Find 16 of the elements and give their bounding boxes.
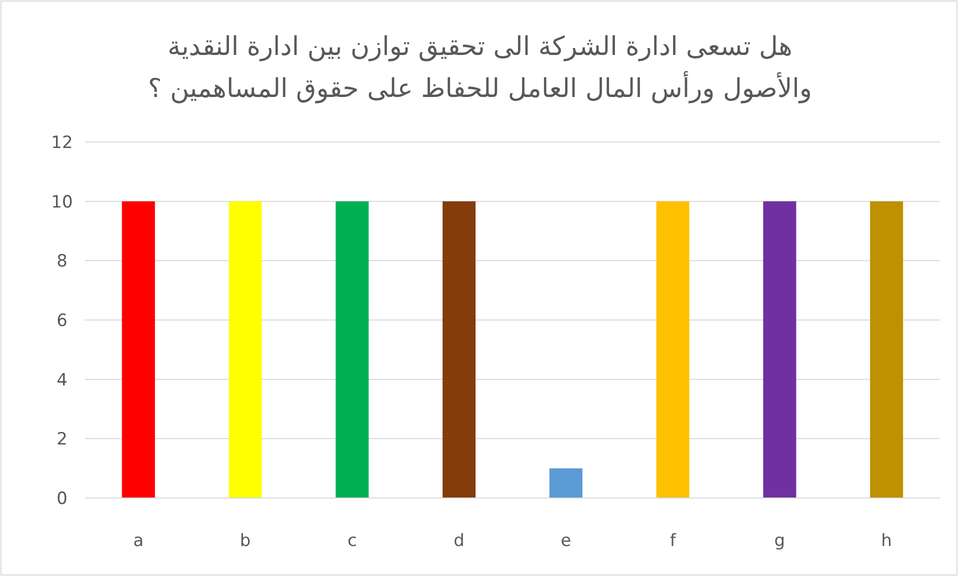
chart-title: هل تسعى ادارة الشركة الى تحقيق توازن بين ادارة النقدية والأصول ورأس المال العامل للحفاظ على حقوق المساهمين ؟ (148, 32, 812, 104)
y-tick-label: 4 (56, 370, 68, 390)
y-tick-label: 10 (51, 192, 73, 212)
y-tick-label: 0 (56, 489, 68, 509)
x-tick-label: b (240, 531, 251, 551)
x-tick-label: e (560, 531, 572, 551)
x-tick-label: d (454, 531, 464, 551)
x-tick-label: c (348, 531, 357, 551)
y-tick-label: 2 (56, 430, 68, 450)
y-tick-label: 8 (56, 252, 68, 272)
x-tick-label: g (774, 531, 786, 551)
x-tick-label: f (670, 531, 677, 551)
y-tick-label: 6 (56, 311, 68, 331)
y-tick-label: 12 (51, 133, 73, 153)
x-tick-label: a (133, 531, 144, 551)
x-tick-label: h (881, 531, 892, 551)
